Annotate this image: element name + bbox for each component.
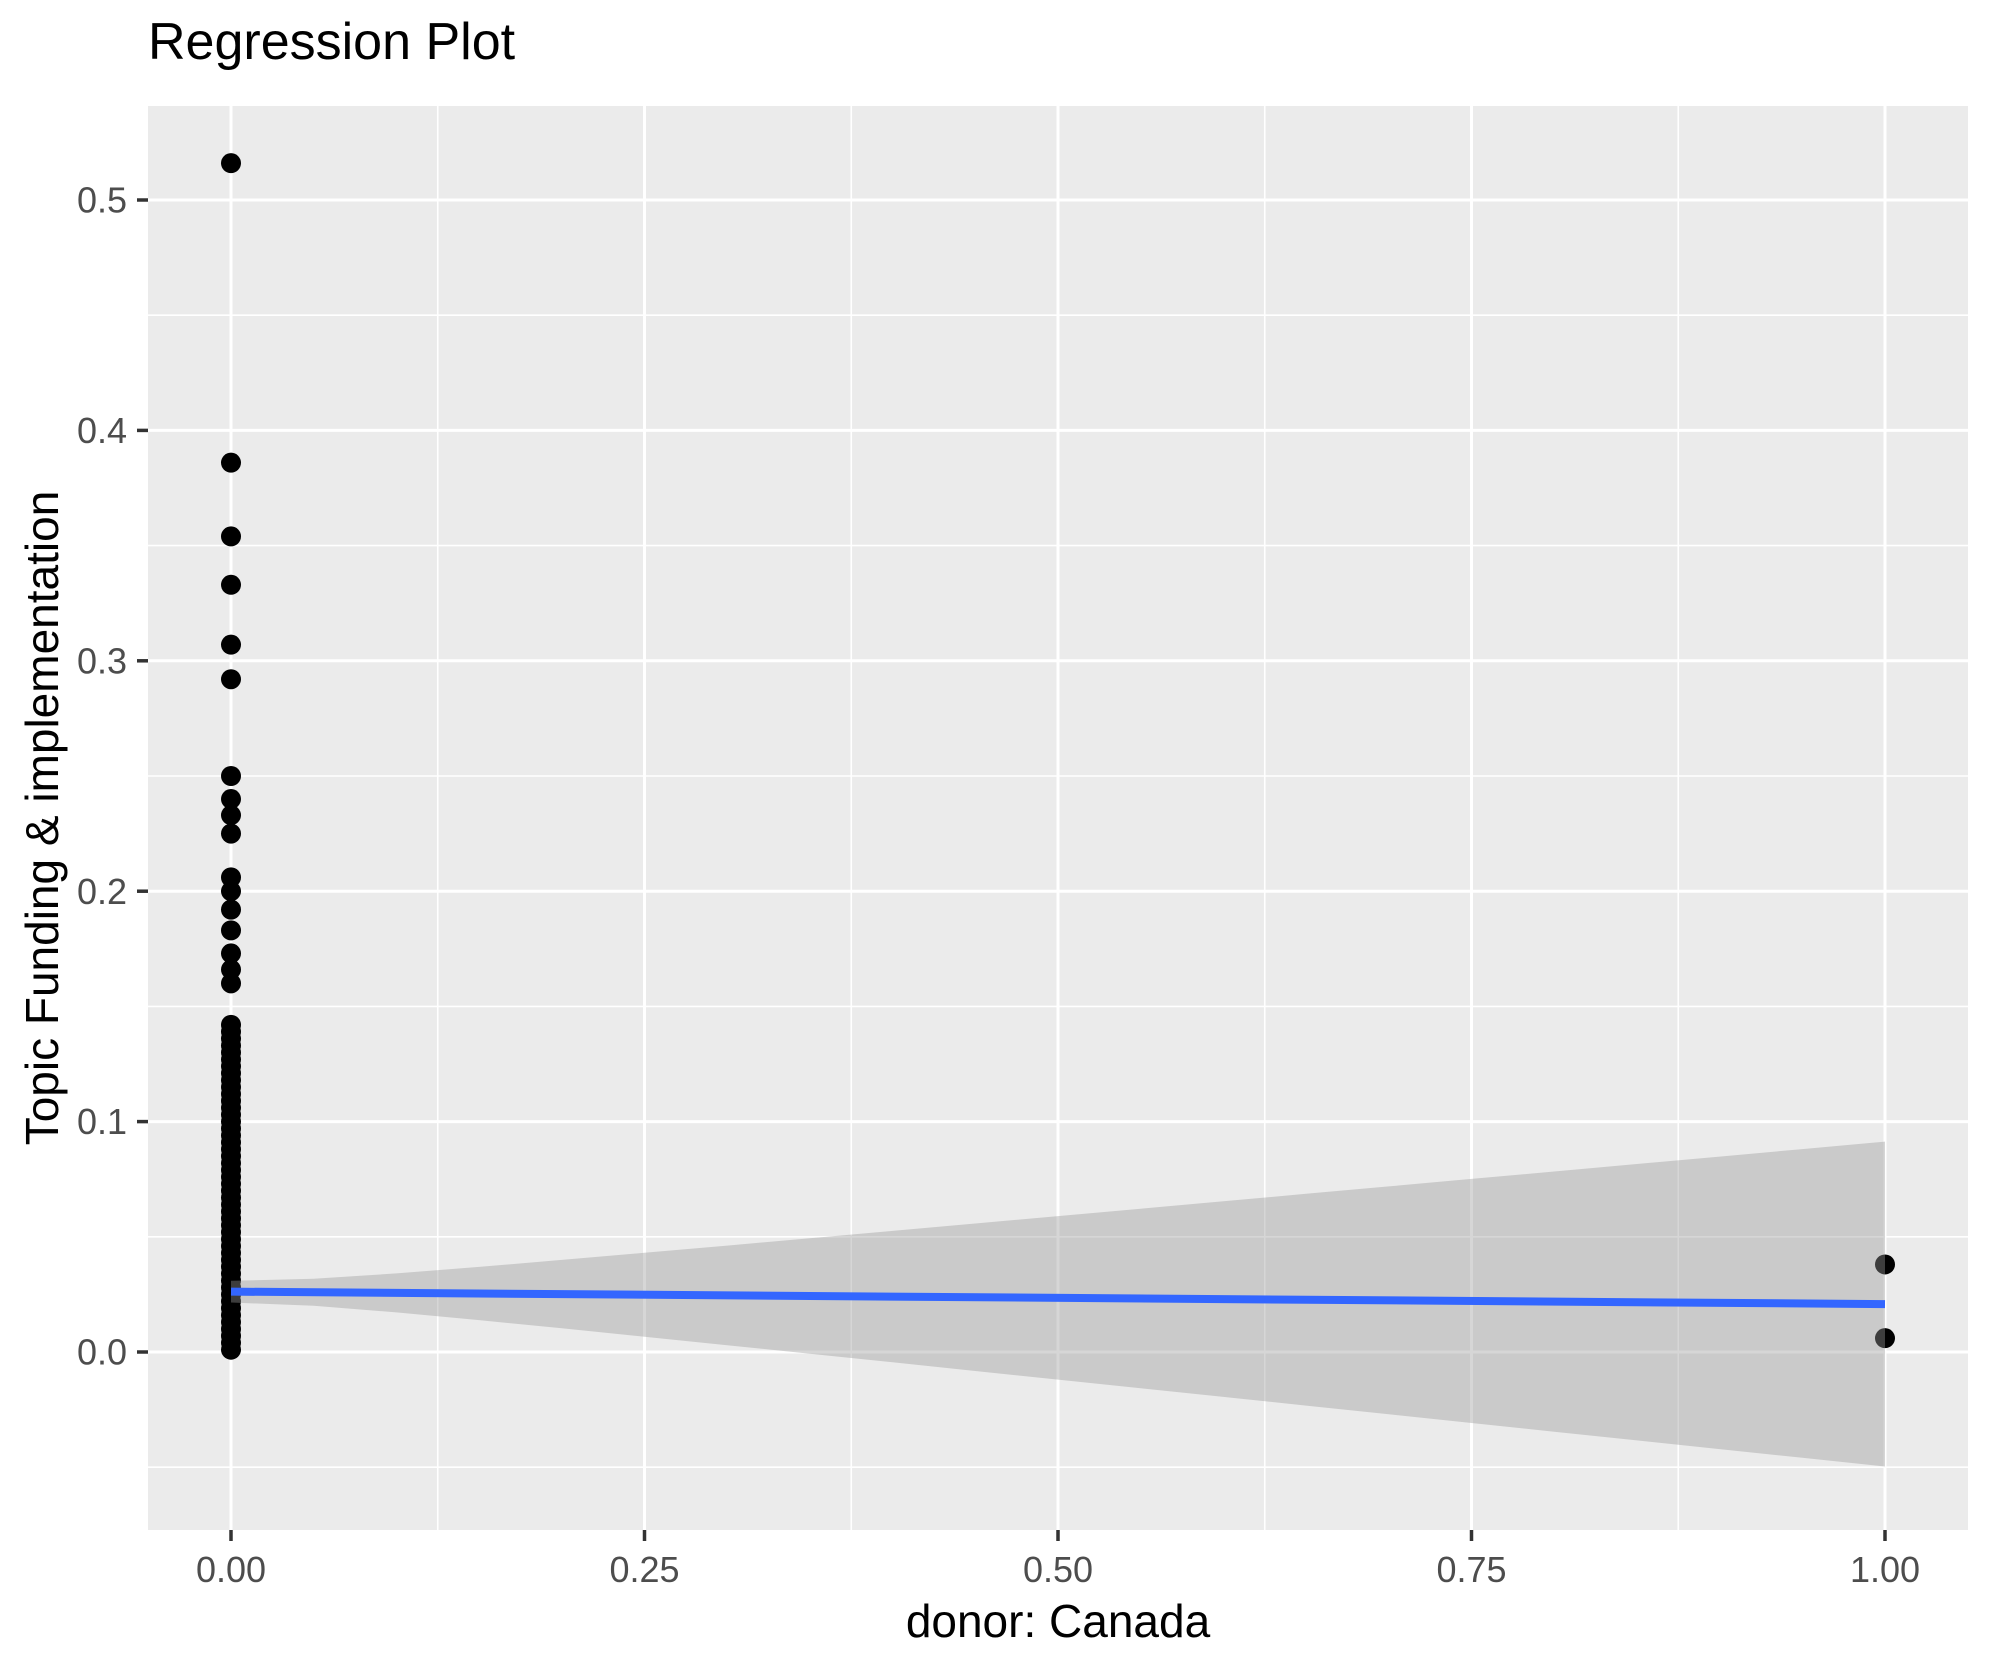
y-tick-label: 0.5 (77, 180, 127, 221)
data-point (221, 823, 241, 844)
x-tick-label: 0.50 (1023, 1549, 1093, 1590)
x-axis-title: donor: Canada (905, 1595, 1211, 1647)
data-point (221, 452, 241, 473)
y-tick-label: 0.4 (77, 410, 127, 451)
data-point (221, 899, 241, 920)
data-point (221, 881, 241, 902)
x-tick-label: 0.00 (196, 1549, 266, 1590)
chart-title: Regression Plot (148, 13, 516, 71)
data-point (221, 959, 241, 980)
data-point (1875, 1328, 1895, 1349)
data-point (221, 943, 241, 964)
data-point (221, 805, 241, 826)
data-point (221, 574, 241, 595)
y-tick-label: 0.1 (77, 1101, 127, 1142)
confidence-band (231, 1141, 1885, 1467)
data-point (221, 789, 241, 810)
data-point (221, 1339, 241, 1360)
y-axis-title: Topic Funding & implementation (16, 490, 68, 1146)
x-tick-label: 0.25 (609, 1549, 679, 1590)
data-point (221, 669, 241, 690)
data-point (221, 973, 241, 994)
x-tick-label: 0.75 (1436, 1549, 1506, 1590)
data-point (221, 526, 241, 547)
regression-line (230, 1287, 1886, 1309)
data-point (221, 867, 241, 888)
x-tick-label: 1.00 (1850, 1549, 1920, 1590)
y-tick-label: 0.3 (77, 640, 127, 681)
y-tick-label: 0.2 (77, 871, 127, 912)
data-point (221, 920, 241, 941)
data-point (221, 766, 241, 786)
y-tick-label: 0.0 (77, 1332, 127, 1373)
data-point (1875, 1254, 1895, 1275)
data-point (221, 153, 241, 174)
data-point (221, 634, 241, 655)
